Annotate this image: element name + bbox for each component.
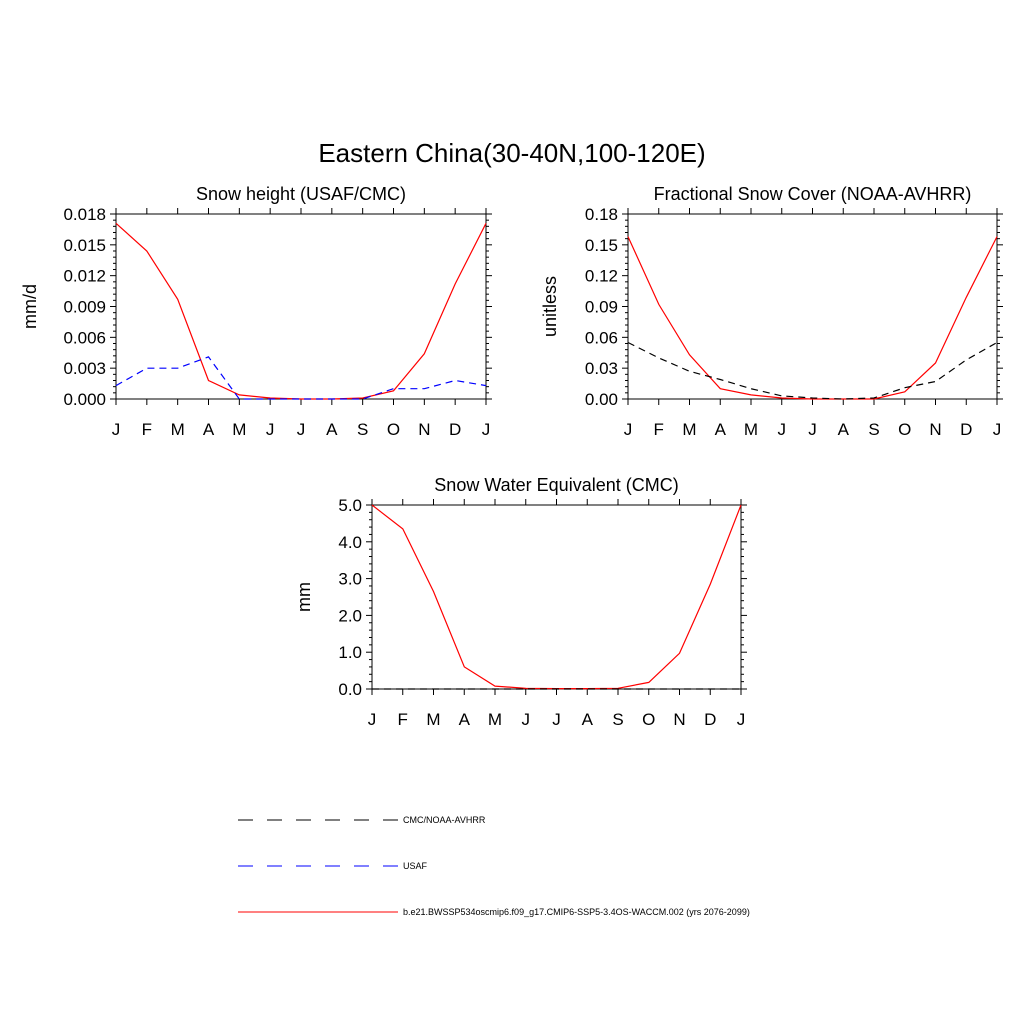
x-tick-label: J [112,420,121,439]
x-tick-label: O [387,420,400,439]
y-tick-label: 0.15 [585,236,618,255]
x-tick-label: J [778,420,787,439]
figure-title: Eastern China(30-40N,100-120E) [318,138,706,168]
legend-label: CMC/NOAA-AVHRR [403,815,486,825]
x-tick-label: O [898,420,911,439]
x-tick-label: J [993,420,1002,439]
legend-label: b.e21.BWSSP534oscmip6.f09_g17.CMIP6-SSP5… [403,907,750,917]
x-tick-label: D [449,420,461,439]
y-tick-label: 1.0 [338,643,362,662]
y-tick-label: 5.0 [338,496,362,515]
x-tick-label: A [715,420,727,439]
legend: CMC/NOAA-AVHRR USAF b.e21.BWSSP534oscmip6.… [238,815,750,917]
series-line-dashed [627,341,998,400]
x-tick-label: A [459,710,471,729]
y-tick-label: 0.015 [63,236,106,255]
series-line-solid [115,222,487,400]
y-tick-label: 0.12 [585,267,618,286]
chart-panel-3: Snow Water Equivalent (CMC) mm 0.0 1.0 2.0 3.… [294,475,747,729]
x-tick-label: J [624,420,633,439]
panel-title: Snow Water Equivalent (CMC) [434,475,678,495]
x-tick-label: S [357,420,368,439]
legend-label: USAF [403,861,428,871]
x-tick-label: D [960,420,972,439]
chart-panel-1: Snow height (USAF/CMC) mm/d 0.000 0.003 0.00… [20,184,492,439]
x-tick-label: M [744,420,758,439]
y-tick-label: 0.018 [63,205,106,224]
y-tick-label: 0.06 [585,328,618,347]
y-tick-label: 0.00 [585,390,618,409]
plot-frame [627,213,998,400]
x-tick-label: A [326,420,338,439]
y-tick-label: 2.0 [338,606,362,625]
y-tick-label: 0.18 [585,205,618,224]
y-tick-label: 0.0 [338,680,362,699]
x-tick-label: D [704,710,716,729]
x-tick-label: A [203,420,215,439]
x-tick-label: N [929,420,941,439]
x-tick-label: S [612,710,623,729]
x-tick-label: J [552,710,561,729]
x-tick-label: M [488,710,502,729]
series-line-solid [627,236,998,400]
x-tick-label: A [582,710,594,729]
y-tick-label: 3.0 [338,570,362,589]
x-tick-label: J [808,420,817,439]
x-tick-label: O [642,710,655,729]
y-tick-label: 4.0 [338,533,362,552]
chart-panel-2: Fractional Snow Cover (NOAA-AVHRR) unitle… [540,184,1003,439]
x-tick-label: N [418,420,430,439]
series-line-dashed [115,356,487,400]
x-tick-label: J [297,420,306,439]
x-tick-label: J [522,710,531,729]
x-tick-label: F [654,420,664,439]
y-tick-label: 0.006 [63,328,106,347]
x-tick-label: M [232,420,246,439]
y-tick-label: 0.000 [63,390,106,409]
y-axis-label: mm [294,582,314,612]
y-axis-label: mm/d [20,284,40,329]
panel-title: Snow height (USAF/CMC) [196,184,406,204]
x-tick-label: F [398,710,408,729]
x-tick-label: N [673,710,685,729]
y-tick-label: 0.09 [585,298,618,317]
x-tick-label: S [868,420,879,439]
series-line-solid [371,504,742,690]
panel-title: Fractional Snow Cover (NOAA-AVHRR) [654,184,972,204]
plot-frame [371,504,742,690]
y-axis-label: unitless [540,276,560,337]
x-tick-label: J [368,710,377,729]
x-tick-label: M [426,710,440,729]
x-tick-label: J [737,710,746,729]
x-tick-label: J [482,420,491,439]
x-tick-label: M [171,420,185,439]
x-tick-label: A [838,420,850,439]
y-tick-label: 0.03 [585,359,618,378]
y-tick-label: 0.012 [63,267,106,286]
x-tick-label: J [266,420,275,439]
y-tick-label: 0.003 [63,359,106,378]
x-tick-label: M [682,420,696,439]
y-tick-label: 0.009 [63,298,106,317]
plot-frame [115,213,487,400]
x-tick-label: F [142,420,152,439]
